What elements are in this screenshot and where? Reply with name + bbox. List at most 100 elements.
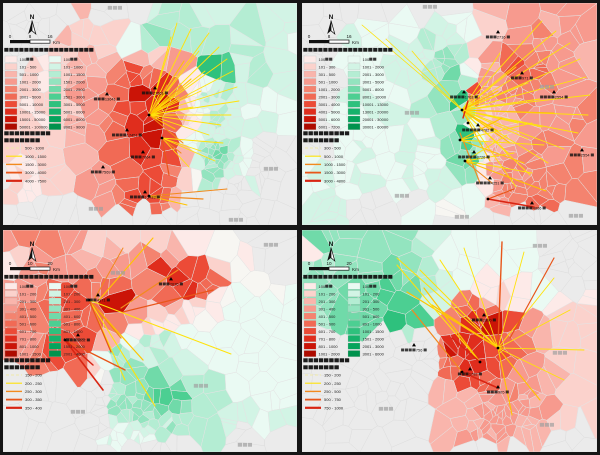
svg-text:100: 100 (64, 57, 71, 62)
svg-text:1001 - 1500: 1001 - 1500 (64, 336, 86, 341)
svg-text:971: 971 (522, 76, 529, 81)
svg-text:3001 - 5000: 3001 - 5000 (64, 102, 86, 107)
svg-text:100: 100 (20, 57, 27, 62)
svg-text:3000 - 4800: 3000 - 4800 (324, 178, 346, 183)
svg-text:300 - 350: 300 - 350 (25, 397, 43, 402)
svg-text:8001 - 9000: 8001 - 9000 (64, 124, 86, 129)
svg-text:4251: 4251 (491, 181, 500, 186)
svg-text:150 - 200: 150 - 200 (324, 373, 342, 378)
svg-text:2501 - 3000: 2501 - 3000 (64, 94, 86, 99)
svg-text:8001 - 10000: 8001 - 10000 (363, 94, 387, 99)
svg-text:200 - 250: 200 - 250 (25, 381, 43, 386)
svg-text:500 - 750: 500 - 750 (324, 397, 342, 402)
svg-text:801 - 1000: 801 - 1000 (363, 321, 383, 326)
svg-text:2001 - 3000: 2001 - 3000 (20, 87, 42, 92)
svg-text:1501 - 2000: 1501 - 2000 (363, 336, 385, 341)
svg-text:1001 - 1500: 1001 - 1500 (20, 351, 42, 356)
svg-text:905: 905 (498, 390, 505, 395)
svg-text:10: 10 (326, 261, 332, 266)
svg-text:101 - 1000: 101 - 1000 (64, 64, 84, 69)
svg-text:501 - 1000: 501 - 1000 (20, 72, 40, 77)
svg-text:601 - 700: 601 - 700 (20, 329, 38, 334)
svg-text:801 - 1000: 801 - 1000 (64, 329, 84, 334)
svg-text:10001 - 13000: 10001 - 13000 (363, 102, 390, 107)
svg-text:N: N (30, 241, 35, 248)
svg-text:100: 100 (64, 284, 71, 289)
svg-text:100: 100 (363, 57, 370, 62)
svg-text:3001 - 6000: 3001 - 6000 (363, 351, 385, 356)
svg-text:1001 - 1500: 1001 - 1500 (363, 329, 385, 334)
svg-text:8: 8 (328, 34, 331, 39)
svg-text:30001 - 60000: 30001 - 60000 (363, 124, 390, 129)
svg-text:3602: 3602 (77, 338, 86, 343)
svg-text:201 - 300: 201 - 300 (319, 299, 337, 304)
svg-text:601 - 800: 601 - 800 (64, 321, 82, 326)
svg-text:401 - 600: 401 - 600 (64, 314, 82, 319)
svg-text:500 - 1000: 500 - 1000 (324, 154, 344, 159)
svg-text:300 - 500: 300 - 500 (324, 146, 342, 151)
svg-text:801 - 1000: 801 - 1000 (319, 344, 339, 349)
svg-text:6001 - 7200: 6001 - 7200 (319, 124, 341, 129)
svg-text:750 - 1000: 750 - 1000 (324, 405, 344, 410)
svg-text:4001 - 5000: 4001 - 5000 (319, 109, 341, 114)
svg-text:20: 20 (346, 261, 352, 266)
svg-text:5001 - 6000: 5001 - 6000 (319, 117, 341, 122)
svg-text:3000 - 4000: 3000 - 4000 (25, 170, 47, 175)
svg-text:801 - 1000: 801 - 1000 (20, 344, 40, 349)
svg-text:100: 100 (319, 57, 326, 62)
svg-text:10: 10 (27, 261, 33, 266)
svg-text:1001 - 2000: 1001 - 2000 (363, 64, 385, 69)
svg-text:16: 16 (47, 34, 53, 39)
svg-text:7064: 7064 (142, 155, 151, 160)
svg-text:1001 - 1500: 1001 - 1500 (64, 72, 86, 77)
svg-text:101 - 200: 101 - 200 (64, 291, 82, 296)
svg-text:7569: 7569 (102, 170, 111, 175)
svg-text:3001 - 5000: 3001 - 5000 (20, 94, 42, 99)
svg-text:1763: 1763 (465, 95, 474, 100)
svg-text:2001 - 3000: 2001 - 3000 (363, 72, 385, 77)
svg-text:5001 - 10000: 5001 - 10000 (20, 102, 44, 107)
svg-text:20: 20 (47, 261, 53, 266)
svg-text:Km: Km (352, 40, 359, 45)
svg-text:Km: Km (53, 267, 60, 272)
svg-text:Km: Km (53, 40, 60, 45)
svg-text:2001 - 3000: 2001 - 3000 (319, 94, 341, 99)
svg-text:2035: 2035 (170, 282, 179, 287)
svg-text:5001 - 8000: 5001 - 8000 (363, 87, 385, 92)
svg-text:501 - 600: 501 - 600 (319, 321, 337, 326)
svg-text:601 - 700: 601 - 700 (319, 329, 337, 334)
svg-text:301 - 400: 301 - 400 (64, 306, 82, 311)
svg-text:501 - 800: 501 - 800 (363, 314, 381, 319)
svg-text:100: 100 (319, 284, 326, 289)
svg-text:1501 - 2000: 1501 - 2000 (64, 79, 86, 84)
svg-text:100: 100 (20, 284, 27, 289)
svg-text:101 - 200: 101 - 200 (20, 291, 38, 296)
svg-text:201 - 300: 201 - 300 (363, 299, 381, 304)
svg-text:10001 - 15000: 10001 - 15000 (20, 109, 47, 114)
svg-text:4171: 4171 (97, 298, 106, 303)
svg-text:1000 - 1500: 1000 - 1500 (324, 162, 346, 167)
svg-text:0: 0 (9, 34, 12, 39)
svg-text:401 - 500: 401 - 500 (20, 314, 38, 319)
svg-text:200 - 250: 200 - 250 (324, 381, 342, 386)
svg-text:8: 8 (29, 34, 32, 39)
svg-text:50001 - 100000: 50001 - 100000 (20, 124, 49, 129)
svg-text:1001 - 2000: 1001 - 2000 (20, 79, 42, 84)
svg-text:150 - 200: 150 - 200 (25, 373, 43, 378)
svg-text:N: N (329, 14, 334, 21)
svg-text:701 - 800: 701 - 800 (319, 336, 337, 341)
svg-text:4000 - 7500: 4000 - 7500 (25, 178, 47, 183)
svg-text:2554: 2554 (581, 153, 590, 158)
svg-text:2716: 2716 (497, 35, 506, 40)
svg-text:13641: 13641 (105, 97, 116, 102)
svg-text:1500 - 3000: 1500 - 3000 (25, 162, 47, 167)
svg-text:1001 - 2000: 1001 - 2000 (319, 351, 341, 356)
svg-text:N: N (30, 14, 35, 21)
svg-text:101 - 200: 101 - 200 (363, 291, 381, 296)
svg-text:101 - 500: 101 - 500 (20, 64, 38, 69)
svg-text:250 - 300: 250 - 300 (25, 389, 43, 394)
svg-text:3726: 3726 (477, 155, 486, 160)
svg-text:100: 100 (363, 284, 370, 289)
svg-text:201 - 300: 201 - 300 (20, 299, 38, 304)
svg-text:0: 0 (308, 261, 311, 266)
